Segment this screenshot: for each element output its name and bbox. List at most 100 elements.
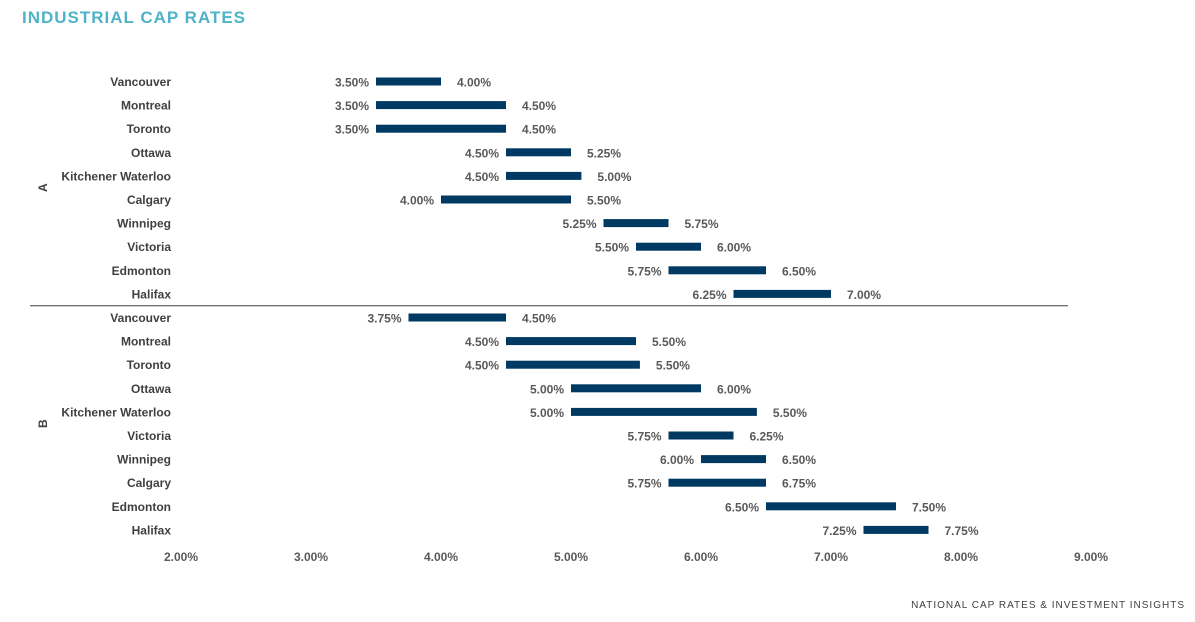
range-bar	[376, 77, 441, 86]
high-value-label: 7.50%	[912, 500, 946, 514]
x-tick-label: 8.00%	[944, 550, 978, 564]
range-row: Halifax 7.25% 7.75%	[132, 523, 979, 538]
low-value-label: 4.50%	[465, 170, 499, 184]
high-value-label: 5.50%	[587, 194, 621, 208]
range-bar	[506, 148, 571, 157]
high-value-label: 5.00%	[597, 170, 631, 184]
range-row: Winnipeg 6.00% 6.50%	[117, 453, 816, 468]
category-label: Edmonton	[112, 500, 171, 514]
category-label: Montreal	[121, 335, 171, 349]
range-bar	[571, 407, 757, 416]
high-value-label: 4.00%	[457, 76, 491, 90]
high-value-label: 5.25%	[587, 146, 621, 160]
range-row: Victoria 5.50% 6.00%	[127, 240, 751, 255]
category-label: Vancouver	[110, 75, 171, 89]
low-value-label: 6.50%	[725, 500, 759, 514]
category-label: Victoria	[127, 429, 171, 443]
high-value-label: 7.00%	[847, 288, 881, 302]
low-value-label: 6.00%	[660, 453, 694, 467]
x-tick-label: 9.00%	[1074, 550, 1108, 564]
category-label: Ottawa	[131, 382, 171, 396]
low-value-label: 3.75%	[367, 312, 401, 326]
range-row: Winnipeg 5.25% 5.75%	[117, 217, 719, 232]
range-row: Calgary 4.00% 5.50%	[127, 193, 621, 208]
range-row: Vancouver 3.50% 4.00%	[110, 75, 491, 90]
range-row: Montreal 3.50% 4.50%	[121, 99, 556, 114]
category-label: Toronto	[127, 122, 171, 136]
low-value-label: 4.50%	[465, 359, 499, 373]
x-tick-label: 4.00%	[424, 550, 458, 564]
category-label: Kitchener Waterloo	[61, 169, 171, 183]
category-label: Victoria	[127, 240, 171, 254]
range-row: Edmonton 6.50% 7.50%	[112, 500, 947, 515]
range-row: Calgary 5.75% 6.75%	[127, 476, 816, 491]
range-bar	[636, 242, 701, 251]
low-value-label: 5.25%	[562, 217, 596, 231]
low-value-label: 4.50%	[465, 335, 499, 349]
range-row: Ottawa 5.00% 6.00%	[131, 382, 751, 397]
low-value-label: 4.00%	[400, 194, 434, 208]
range-row: Ottawa 4.50% 5.25%	[131, 146, 621, 161]
range-bar	[441, 195, 571, 204]
range-row: Toronto 4.50% 5.50%	[127, 358, 691, 373]
group-label: A	[36, 183, 50, 192]
x-tick-label: 3.00%	[294, 550, 328, 564]
high-value-label: 6.25%	[750, 430, 784, 444]
range-bar	[733, 289, 831, 298]
category-label: Winnipeg	[117, 217, 171, 231]
low-value-label: 5.75%	[627, 477, 661, 491]
range-bar	[408, 313, 506, 322]
low-value-label: 7.25%	[822, 524, 856, 538]
range-bar	[571, 384, 701, 393]
range-bar	[603, 219, 669, 228]
high-value-label: 7.75%	[945, 524, 979, 538]
range-bar	[668, 431, 734, 440]
range-row: Vancouver 3.75% 4.50%	[110, 311, 556, 326]
category-label: Halifax	[132, 523, 172, 537]
low-value-label: 5.50%	[595, 241, 629, 255]
category-label: Calgary	[127, 193, 171, 207]
low-value-label: 5.00%	[530, 382, 564, 396]
high-value-label: 6.50%	[782, 264, 816, 278]
range-row: Victoria 5.75% 6.25%	[127, 429, 784, 444]
low-value-label: 3.50%	[335, 99, 369, 113]
range-bar	[863, 525, 929, 534]
range-row: Toronto 3.50% 4.50%	[127, 122, 557, 137]
low-value-label: 3.50%	[335, 76, 369, 90]
category-label: Vancouver	[110, 311, 171, 325]
range-row: Montreal 4.50% 5.50%	[121, 335, 686, 350]
high-value-label: 6.00%	[717, 382, 751, 396]
range-bar	[376, 101, 506, 110]
low-value-label: 5.75%	[627, 430, 661, 444]
high-value-label: 5.75%	[685, 217, 719, 231]
low-value-label: 4.50%	[465, 146, 499, 160]
high-value-label: 6.00%	[717, 241, 751, 255]
high-value-label: 6.50%	[782, 453, 816, 467]
category-label: Halifax	[132, 287, 172, 301]
chart-title: INDUSTRIAL CAP RATES	[22, 8, 247, 27]
x-tick-label: 6.00%	[684, 550, 718, 564]
category-label: Kitchener Waterloo	[61, 405, 171, 419]
high-value-label: 6.75%	[782, 477, 816, 491]
category-label: Montreal	[121, 99, 171, 113]
range-row: Halifax 6.25% 7.00%	[132, 287, 882, 302]
category-label: Edmonton	[112, 264, 171, 278]
range-bar	[506, 171, 582, 180]
high-value-label: 4.50%	[522, 99, 556, 113]
x-tick-label: 5.00%	[554, 550, 588, 564]
x-tick-label: 2.00%	[164, 550, 198, 564]
range-bar	[766, 502, 896, 511]
range-bar	[506, 337, 636, 346]
low-value-label: 6.25%	[692, 288, 726, 302]
category-label: Calgary	[127, 476, 171, 490]
range-row: Kitchener Waterloo 5.00% 5.50%	[61, 405, 807, 420]
high-value-label: 4.50%	[522, 123, 556, 137]
high-value-label: 4.50%	[522, 312, 556, 326]
low-value-label: 3.50%	[335, 123, 369, 137]
footer-source: NATIONAL CAP RATES & INVESTMENT INSIGHTS	[911, 600, 1185, 611]
range-bar	[668, 266, 766, 275]
category-label: Toronto	[127, 358, 171, 372]
range-row: Edmonton 5.75% 6.50%	[112, 264, 817, 279]
range-bar	[701, 455, 766, 464]
